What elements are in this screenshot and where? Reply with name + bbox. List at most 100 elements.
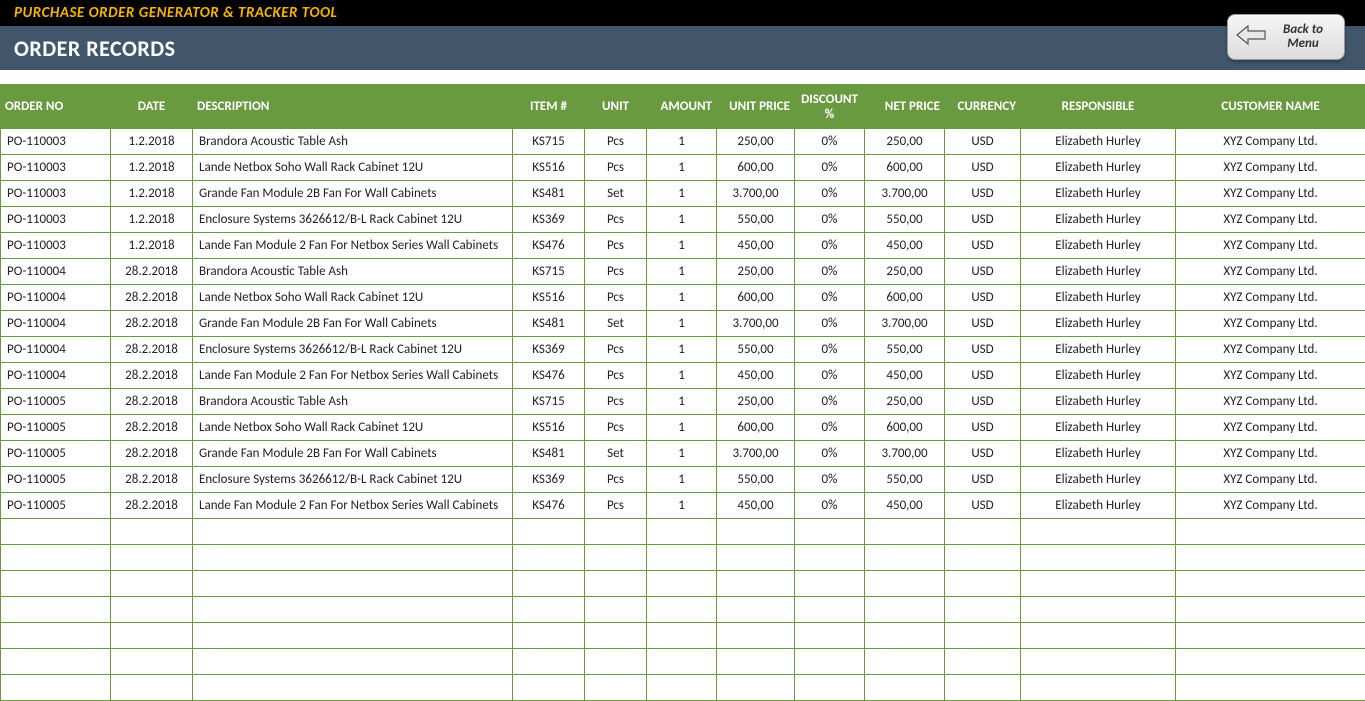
cell-unit-price: 450,00 — [717, 233, 795, 259]
cell-responsible: Elizabeth Hurley — [1021, 311, 1176, 337]
cell-date: 28.2.2018 — [111, 493, 193, 519]
table-row-empty[interactable] — [1, 545, 1365, 571]
table-row[interactable]: PO-11000428.2.2018Enclosure Systems 3626… — [1, 337, 1365, 363]
table-row[interactable]: PO-1100031.2.2018Lande Fan Module 2 Fan … — [1, 233, 1365, 259]
col-header-responsible[interactable]: RESPONSIBLE — [1021, 85, 1176, 129]
col-header-currency[interactable]: CURRENCY — [945, 85, 1021, 129]
table-row[interactable]: PO-11000428.2.2018Grande Fan Module 2B F… — [1, 311, 1365, 337]
cell-amount: 1 — [647, 285, 717, 311]
cell-currency: USD — [945, 363, 1021, 389]
cell-amount: 1 — [647, 389, 717, 415]
cell-currency: USD — [945, 467, 1021, 493]
order-records-table: ORDER NODATEDESCRIPTIONITEM #UNITAMOUNTU… — [0, 84, 1365, 701]
cell-responsible: Elizabeth Hurley — [1021, 363, 1176, 389]
cell-currency: USD — [945, 181, 1021, 207]
table-row-empty[interactable] — [1, 519, 1365, 545]
cell-customer: XYZ Company Ltd. — [1176, 441, 1365, 467]
cell-unit: Pcs — [585, 363, 647, 389]
table-row-empty[interactable] — [1, 571, 1365, 597]
cell-amount: 1 — [647, 467, 717, 493]
table-row-empty[interactable] — [1, 597, 1365, 623]
table-row[interactable]: PO-11000528.2.2018Grande Fan Module 2B F… — [1, 441, 1365, 467]
cell-item-no: KS481 — [513, 181, 585, 207]
col-header-order-no[interactable]: ORDER NO — [1, 85, 111, 129]
table-row[interactable]: PO-1100031.2.2018Lande Netbox Soho Wall … — [1, 155, 1365, 181]
cell-discount: 0% — [795, 233, 865, 259]
cell-customer: XYZ Company Ltd. — [1176, 207, 1365, 233]
cell-responsible: Elizabeth Hurley — [1021, 441, 1176, 467]
cell-unit-price: 250,00 — [717, 389, 795, 415]
col-header-customer[interactable]: CUSTOMER NAME — [1176, 85, 1365, 129]
cell-unit: Pcs — [585, 129, 647, 155]
table-row[interactable]: PO-11000528.2.2018Enclosure Systems 3626… — [1, 467, 1365, 493]
cell-item-no: KS476 — [513, 233, 585, 259]
cell-discount: 0% — [795, 207, 865, 233]
cell-date: 28.2.2018 — [111, 467, 193, 493]
cell-net-price: 3.700,00 — [865, 441, 945, 467]
cell-currency: USD — [945, 415, 1021, 441]
cell-customer: XYZ Company Ltd. — [1176, 493, 1365, 519]
cell-date: 28.2.2018 — [111, 441, 193, 467]
col-header-unit-price[interactable]: UNIT PRICE — [717, 85, 795, 129]
cell-description: Enclosure Systems 3626612/B-L Rack Cabin… — [193, 207, 513, 233]
cell-responsible: Elizabeth Hurley — [1021, 181, 1176, 207]
cell-currency: USD — [945, 129, 1021, 155]
cell-currency: USD — [945, 337, 1021, 363]
app-title: PURCHASE ORDER GENERATOR & TRACKER TOOL — [14, 4, 337, 22]
cell-amount: 1 — [647, 259, 717, 285]
cell-item-no: KS369 — [513, 207, 585, 233]
cell-currency: USD — [945, 311, 1021, 337]
cell-unit: Pcs — [585, 259, 647, 285]
table-row[interactable]: PO-11000428.2.2018Lande Fan Module 2 Fan… — [1, 363, 1365, 389]
table-row-empty[interactable] — [1, 675, 1365, 701]
cell-description: Lande Fan Module 2 Fan For Netbox Series… — [193, 233, 513, 259]
table-row[interactable]: PO-11000528.2.2018Lande Netbox Soho Wall… — [1, 415, 1365, 441]
cell-description: Grande Fan Module 2B Fan For Wall Cabine… — [193, 181, 513, 207]
back-arrow-icon — [1234, 23, 1268, 51]
cell-discount: 0% — [795, 415, 865, 441]
cell-unit: Pcs — [585, 467, 647, 493]
cell-customer: XYZ Company Ltd. — [1176, 337, 1365, 363]
cell-description: Brandora Acoustic Table Ash — [193, 129, 513, 155]
col-header-description[interactable]: DESCRIPTION — [193, 85, 513, 129]
col-header-date[interactable]: DATE — [111, 85, 193, 129]
cell-order-no: PO-110004 — [1, 337, 111, 363]
cell-order-no: PO-110005 — [1, 441, 111, 467]
table-row[interactable]: PO-1100031.2.2018Grande Fan Module 2B Fa… — [1, 181, 1365, 207]
cell-discount: 0% — [795, 129, 865, 155]
cell-amount: 1 — [647, 129, 717, 155]
cell-unit-price: 450,00 — [717, 493, 795, 519]
cell-description: Lande Netbox Soho Wall Rack Cabinet 12U — [193, 155, 513, 181]
col-header-item-no[interactable]: ITEM # — [513, 85, 585, 129]
table-row-empty[interactable] — [1, 649, 1365, 675]
cell-currency: USD — [945, 207, 1021, 233]
cell-unit: Set — [585, 441, 647, 467]
col-header-amount[interactable]: AMOUNT — [647, 85, 717, 129]
cell-unit-price: 600,00 — [717, 155, 795, 181]
cell-amount: 1 — [647, 363, 717, 389]
cell-amount: 1 — [647, 181, 717, 207]
cell-order-no: PO-110004 — [1, 285, 111, 311]
cell-date: 1.2.2018 — [111, 207, 193, 233]
cell-net-price: 250,00 — [865, 389, 945, 415]
table-row[interactable]: PO-11000428.2.2018Lande Netbox Soho Wall… — [1, 285, 1365, 311]
back-to-menu-button[interactable]: Back to Menu — [1227, 14, 1345, 60]
table-row[interactable]: PO-11000528.2.2018Lande Fan Module 2 Fan… — [1, 493, 1365, 519]
table-row[interactable]: PO-11000528.2.2018Brandora Acoustic Tabl… — [1, 389, 1365, 415]
back-button-label: Back to Menu — [1272, 23, 1334, 50]
table-row[interactable]: PO-1100031.2.2018Brandora Acoustic Table… — [1, 129, 1365, 155]
cell-net-price: 600,00 — [865, 415, 945, 441]
cell-description: Lande Fan Module 2 Fan For Netbox Series… — [193, 493, 513, 519]
cell-amount: 1 — [647, 155, 717, 181]
cell-item-no: KS516 — [513, 285, 585, 311]
cell-unit-price: 250,00 — [717, 129, 795, 155]
cell-currency: USD — [945, 155, 1021, 181]
table-row[interactable]: PO-1100031.2.2018Enclosure Systems 36266… — [1, 207, 1365, 233]
col-header-net-price[interactable]: NET PRICE — [865, 85, 945, 129]
table-row-empty[interactable] — [1, 623, 1365, 649]
table-row[interactable]: PO-11000428.2.2018Brandora Acoustic Tabl… — [1, 259, 1365, 285]
cell-net-price: 3.700,00 — [865, 181, 945, 207]
col-header-discount[interactable]: DISCOUNT % — [795, 85, 865, 129]
col-header-unit[interactable]: UNIT — [585, 85, 647, 129]
cell-description: Lande Netbox Soho Wall Rack Cabinet 12U — [193, 285, 513, 311]
